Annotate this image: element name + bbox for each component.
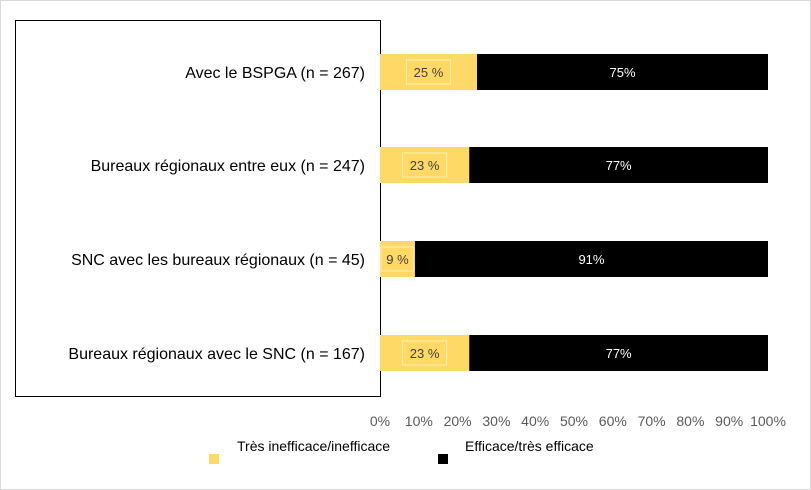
data-label-box-low-2 [402, 152, 448, 178]
legend: Très inefficace/inefficace Efficace/très … [209, 438, 594, 464]
bar-efficace-4 [469, 335, 768, 371]
x-tick-label-3: 30% [482, 413, 510, 429]
data-label-box-low-1 [406, 59, 451, 85]
data-label-box-low-3 [380, 246, 415, 272]
x-tick-label-6: 60% [599, 413, 627, 429]
data-label-high-3: 91% [578, 252, 604, 267]
category-labels: Avec le BSPGA (n = 267) Bureaux régionaux… [68, 65, 365, 363]
data-label-high-4: 77% [606, 346, 632, 361]
data-label-low-1: 25 % [414, 65, 444, 80]
category-label-1: Avec le BSPGA (n = 267) [185, 65, 365, 82]
legend-swatch-1 [209, 454, 219, 464]
data-label-low-2: 23 % [410, 158, 440, 173]
x-tick-label-7: 70% [638, 413, 666, 429]
x-tick-label-8: 80% [676, 413, 704, 429]
bar-efficace-3 [414, 241, 768, 277]
legend-label-1: Très inefficace/inefficace [237, 438, 390, 454]
data-label-low-4: 23 % [410, 346, 440, 361]
x-axis-tick-labels: 0% 10% 20% 30% 40% 50% 60% 70% 80% 90% 100% [370, 413, 786, 429]
data-label-low-3: 9 % [386, 252, 409, 267]
legend-swatch-2 [438, 454, 448, 464]
data-label-high-1: 75% [609, 65, 635, 80]
x-tick-label-10: 100% [750, 413, 786, 429]
data-label-high-2: 77% [606, 158, 632, 173]
x-tick-label-0: 0% [370, 413, 390, 429]
data-label-box-low-4 [402, 340, 448, 366]
x-tick-label-9: 90% [715, 413, 743, 429]
category-label-4: Bureaux régionaux avec le SNC (n = 167) [68, 346, 365, 363]
bar-efficace-2 [469, 147, 768, 183]
category-label-box [15, 20, 381, 397]
legend-label-2: Efficace/très efficace [465, 438, 594, 454]
bars-group: 25 % 75% 23 % 77% 9 % 91% 23 % 77% [380, 54, 768, 371]
category-label-3: SNC avec les bureaux régionaux (n = 45) [71, 252, 365, 269]
category-label-2: Bureaux régionaux entre eux (n = 247) [91, 158, 365, 175]
x-tick-label-1: 10% [405, 413, 433, 429]
x-tick-label-5: 50% [560, 413, 588, 429]
x-tick-label-4: 40% [521, 413, 549, 429]
bar-efficace-1 [477, 54, 768, 90]
x-tick-label-2: 20% [444, 413, 472, 429]
